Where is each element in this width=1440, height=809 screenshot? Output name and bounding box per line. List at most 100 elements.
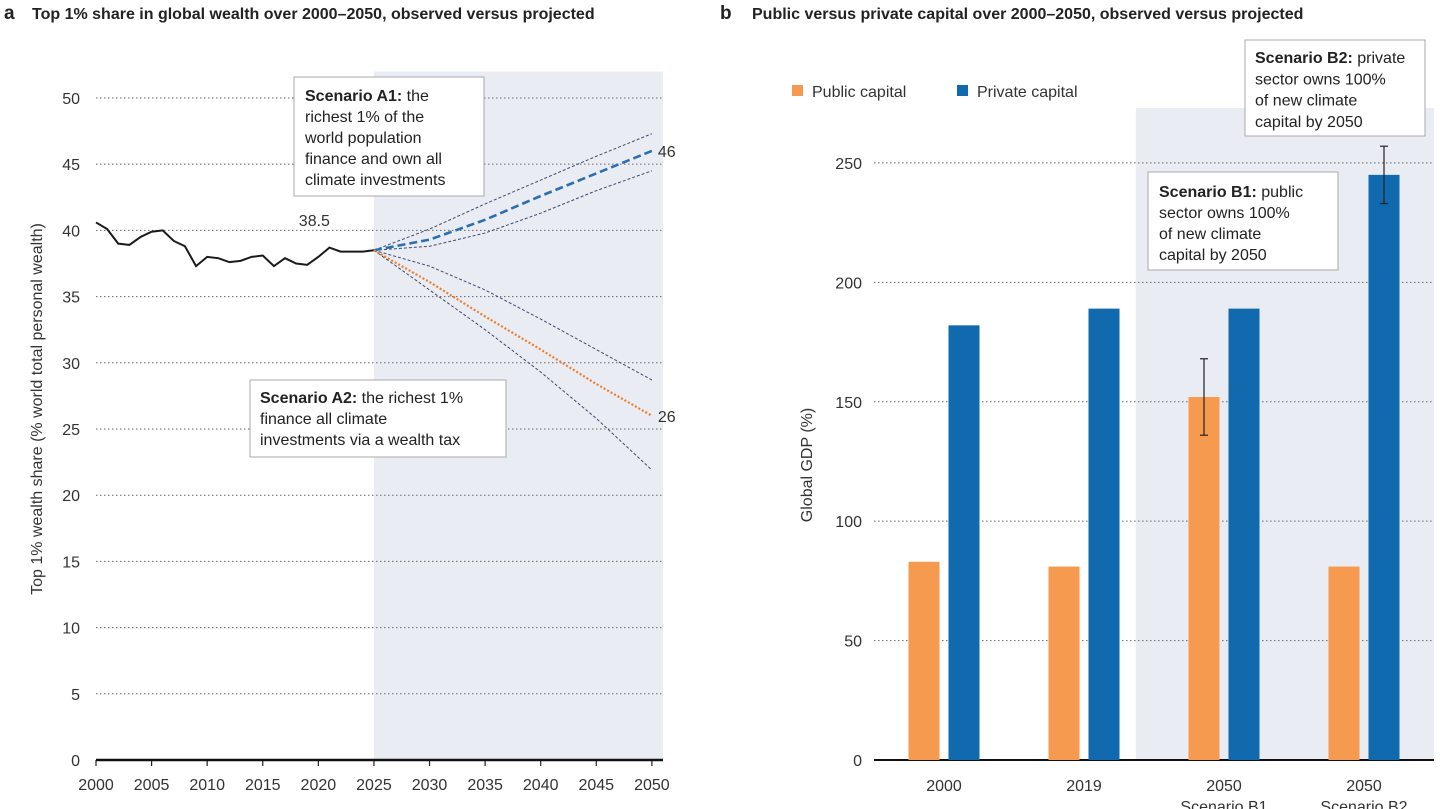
y-tick-label: 100 [835, 514, 862, 531]
legend-swatch [957, 85, 968, 96]
bar [1048, 566, 1080, 760]
annotation-text: climate investments [305, 172, 446, 189]
x-tick-sublabel: Scenario B2 [1320, 799, 1407, 809]
y-tick-label: 10 [62, 621, 80, 638]
legend-swatch [792, 85, 803, 96]
line-series [373, 170, 653, 251]
y-tick-label: 0 [853, 753, 862, 770]
annotation-line: of new climate [1255, 93, 1357, 110]
x-tick-label: 2010 [189, 777, 225, 794]
y-tick-label: 200 [835, 275, 862, 292]
x-tick-label: 2030 [412, 777, 448, 794]
x-tick-label: 2035 [467, 777, 503, 794]
bar [948, 325, 980, 760]
annotation-box [1147, 171, 1339, 271]
annotation-text: Scenario A1: the [305, 88, 429, 105]
y-tick-label: 20 [62, 488, 80, 505]
x-tick-label: 2000 [78, 777, 114, 794]
x-tick-label: 2045 [578, 777, 614, 794]
annotation-text: Scenario B2: private [1255, 50, 1405, 67]
annotation-bold: Scenario A2: [260, 390, 357, 407]
y-tick-label: 35 [62, 290, 80, 307]
annotation-line: the richest 1% [357, 390, 463, 407]
data-label: 46 [658, 144, 676, 161]
y-tick-label: 150 [835, 395, 862, 412]
annotation-text: finance all climate [260, 411, 387, 428]
y-axis-label: Global GDP (%) [799, 408, 816, 522]
annotation-line: investments via a wealth tax [260, 432, 460, 449]
annotation-text: sector owns 100% [1255, 71, 1386, 88]
annotation-line: richest 1% of the [305, 109, 424, 126]
y-axis-label: Top 1% wealth share (% world total perso… [29, 223, 46, 595]
y-tick-label: 45 [62, 157, 80, 174]
annotation-text: finance and own all [305, 151, 442, 168]
chart-title: Top 1% share in global wealth over 2000–… [32, 6, 595, 23]
y-tick-label: 25 [62, 422, 80, 439]
y-tick-label: 30 [62, 356, 80, 373]
legend-label: Private capital [977, 84, 1078, 101]
x-tick-label: 2000 [926, 778, 962, 795]
x-tick-sublabel: Scenario B1 [1180, 799, 1267, 809]
error-bar [1200, 358, 1208, 436]
error-bar [1380, 145, 1388, 205]
bar [908, 561, 940, 760]
bar [1188, 396, 1220, 760]
data-label: 38.5 [299, 213, 330, 230]
y-tick-label: 50 [844, 634, 862, 651]
chart-title: Public versus private capital over 2000–… [752, 6, 1303, 23]
annotation-line: finance and own all [305, 151, 442, 168]
x-tick-label: 2050 [1206, 778, 1242, 795]
annotation-text: capital by 2050 [1159, 247, 1267, 264]
annotation-line: of new climate [1159, 226, 1261, 243]
line-series [373, 149, 653, 252]
line-series [373, 249, 653, 471]
annotation-text: of new climate [1159, 226, 1261, 243]
annotation-line: the [402, 88, 429, 105]
annotation-line: capital by 2050 [1159, 247, 1267, 264]
annotation-text: richest 1% of the [305, 109, 424, 126]
x-tick-label: 2015 [245, 777, 281, 794]
legend-label: Public capital [812, 84, 906, 101]
x-tick-label: 2019 [1066, 778, 1102, 795]
y-tick-label: 50 [62, 91, 80, 108]
line-series [373, 249, 653, 381]
y-tick-label: 0 [71, 753, 80, 770]
line-series [373, 133, 653, 251]
y-tick-label: 5 [71, 687, 80, 704]
line-series [95, 221, 375, 268]
annotation-bold: Scenario B2: [1255, 50, 1353, 67]
annotation-bold: Scenario A1: [305, 88, 402, 105]
x-tick-label: 2005 [134, 777, 170, 794]
data-label: 26 [658, 409, 676, 426]
annotation-line: private [1353, 50, 1406, 67]
annotation-text: capital by 2050 [1255, 114, 1363, 131]
panel-label: a [4, 3, 15, 24]
y-tick-label: 15 [62, 554, 80, 571]
x-tick-label: 2050 [634, 777, 670, 794]
x-tick-label: 2050 [1346, 778, 1382, 795]
bar [1228, 308, 1260, 760]
x-tick-label: 2020 [301, 777, 337, 794]
annotation-text: investments via a wealth tax [260, 432, 460, 449]
bar [1328, 566, 1360, 760]
annotation-line: world population [304, 130, 422, 147]
annotation-text: world population [304, 130, 422, 147]
annotation-box [1244, 39, 1426, 137]
annotation-text: sector owns 100% [1159, 205, 1290, 222]
annotation-line: public [1257, 184, 1303, 201]
annotation-line: capital by 2050 [1255, 114, 1363, 131]
annotation-bold: Scenario B1: [1159, 184, 1257, 201]
annotation-line: climate investments [305, 172, 446, 189]
annotation-line: sector owns 100% [1159, 205, 1290, 222]
bar [1368, 174, 1400, 760]
annotation-box [293, 76, 485, 197]
panel-label: b [720, 3, 732, 24]
bar [1088, 308, 1120, 760]
y-tick-label: 250 [835, 156, 862, 173]
x-tick-label: 2040 [523, 777, 559, 794]
annotation-text: Scenario A2: the richest 1% [260, 390, 463, 407]
x-tick-label: 2025 [356, 777, 392, 794]
annotation-line: sector owns 100% [1255, 71, 1386, 88]
annotation-text: Scenario B1: public [1159, 184, 1303, 201]
